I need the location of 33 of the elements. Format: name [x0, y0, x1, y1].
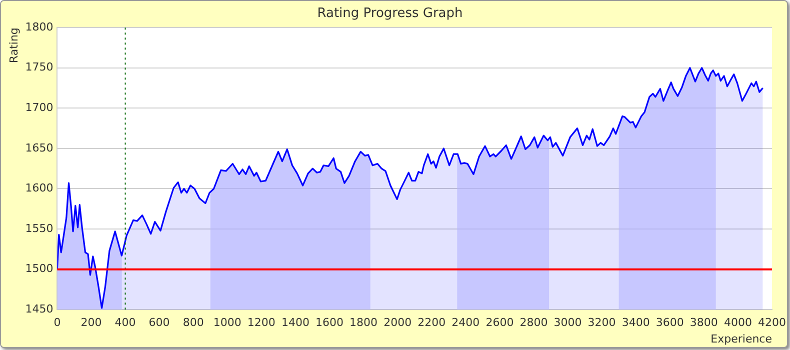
- y-tick-label: 1600: [25, 182, 54, 195]
- x-tick-label: 2400: [452, 316, 480, 330]
- x-tick-label: 2800: [520, 316, 548, 330]
- x-tick-label: 600: [148, 316, 170, 330]
- x-tick-label: 1200: [247, 316, 276, 330]
- x-tick-label: 800: [182, 316, 204, 330]
- x-tick-label: 2000: [384, 316, 412, 330]
- y-tick-label: 1750: [25, 60, 54, 74]
- x-tick-label: 1000: [213, 316, 242, 330]
- x-tick-label: 200: [80, 316, 102, 330]
- x-tick-label: 1800: [350, 316, 378, 330]
- y-tick-label: 1800: [25, 20, 54, 34]
- x-tick-label: 0: [54, 316, 61, 330]
- x-tick-label: 400: [114, 316, 136, 330]
- x-tick-label: 3200: [588, 316, 616, 330]
- y-tick-label: 1500: [25, 262, 54, 276]
- y-axis-title: Rating: [7, 28, 20, 64]
- x-tick-label: 3400: [622, 316, 650, 330]
- x-tick-label: 2600: [486, 316, 514, 330]
- y-tick-label: 1700: [25, 101, 54, 114]
- y-tick-label: 1650: [25, 141, 54, 154]
- x-tick-label: 1400: [281, 316, 310, 330]
- x-tick-label: 3600: [656, 316, 684, 330]
- x-axis-title: Experience: [710, 332, 772, 346]
- chart-title: Rating Progress Graph: [317, 6, 463, 22]
- y-tick-label: 1450: [25, 302, 54, 316]
- x-tick-label: 4000: [724, 316, 752, 330]
- x-tick-label: 2200: [418, 316, 446, 330]
- y-tick-label: 1550: [25, 222, 54, 235]
- x-tick-label: 4200: [758, 316, 786, 330]
- x-tick-label: 3800: [690, 316, 718, 330]
- x-tick-label: 3000: [554, 316, 582, 330]
- x-tick-label: 1600: [316, 316, 344, 330]
